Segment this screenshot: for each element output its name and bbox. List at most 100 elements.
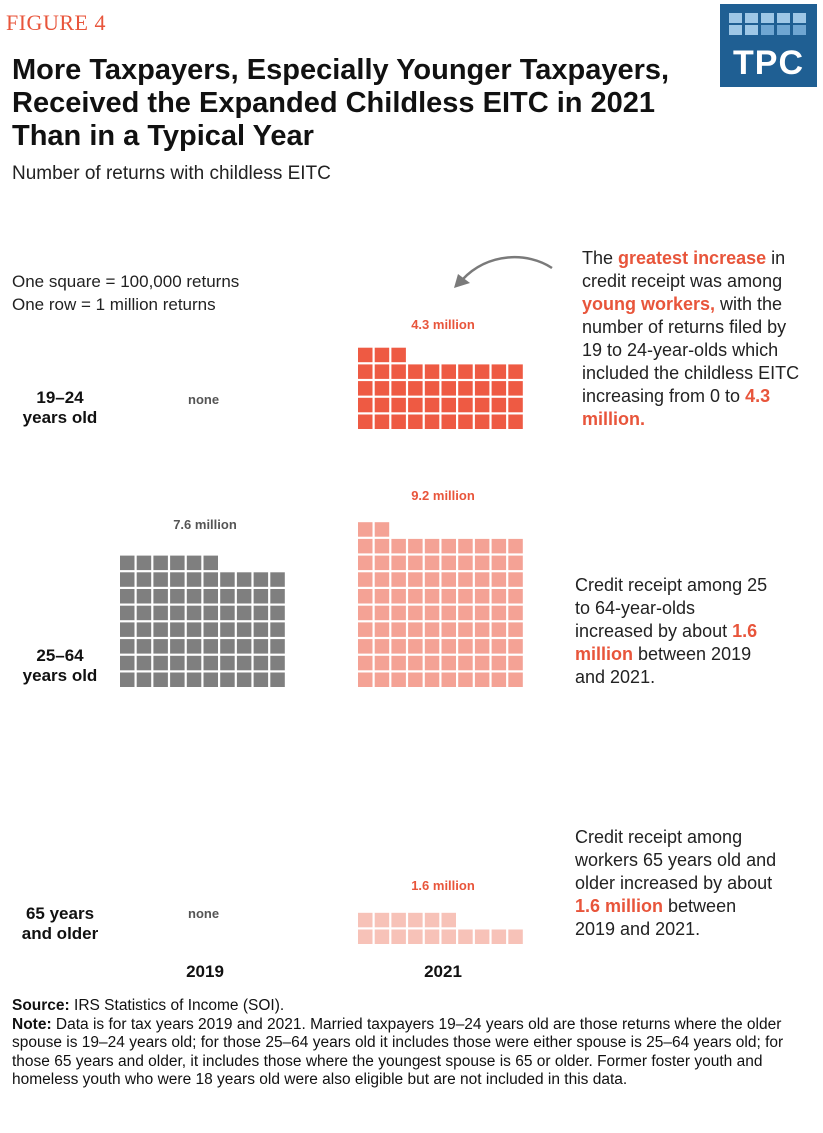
waffle-square <box>458 381 473 396</box>
waffle-square <box>391 414 406 429</box>
waffle-square <box>491 381 507 396</box>
waffle-square <box>424 655 440 671</box>
waffle-square <box>374 538 390 554</box>
waffle-square <box>441 672 456 687</box>
waffle-square <box>374 347 390 363</box>
logo-tile <box>793 13 806 23</box>
waffle-square <box>441 622 456 637</box>
waffle-square <box>270 655 285 671</box>
annotation-highlight: greatest increase <box>618 248 767 268</box>
waffle-square <box>491 414 507 429</box>
waffle-square <box>374 672 390 687</box>
waffle-square <box>441 414 456 429</box>
waffle-square <box>374 522 390 537</box>
annotation-text: between 2019 and 2021. <box>575 644 752 687</box>
waffle-square <box>458 639 473 654</box>
figure-label: FIGURE 4 <box>6 10 106 35</box>
logo-tile <box>745 13 758 23</box>
waffle-square <box>441 639 456 654</box>
waffle-square <box>253 572 269 587</box>
waffle-square <box>424 572 440 587</box>
waffle-square <box>424 672 440 687</box>
waffle-square <box>358 672 373 687</box>
annotation-highlight: 1.6 million <box>575 621 758 664</box>
waffle-square <box>491 538 507 554</box>
waffle-square <box>136 555 152 571</box>
waffle-square <box>424 381 440 396</box>
waffle-square <box>424 929 440 944</box>
waffle-square <box>491 397 507 413</box>
waffle-square <box>424 555 440 571</box>
waffle-square <box>508 572 523 587</box>
row-label-25-64-line2: years old <box>22 666 98 685</box>
waffle-square <box>391 347 406 363</box>
waffle-square <box>358 555 373 571</box>
waffle-square <box>358 572 373 587</box>
waffle-square <box>408 622 423 637</box>
waffle-square <box>203 672 218 687</box>
logo-tile <box>777 13 790 23</box>
waffle-square <box>474 622 490 637</box>
value-label-19-24-2019: none <box>188 392 220 407</box>
waffle-square <box>474 414 490 429</box>
waffle-square <box>441 929 456 944</box>
annotation-text: between 2019 and 2021. <box>575 896 737 939</box>
waffle-square <box>153 639 168 654</box>
waffle-square <box>186 555 202 571</box>
waffle-square <box>508 929 523 944</box>
waffle-square <box>424 589 440 604</box>
waffle-square <box>441 555 456 571</box>
waffle-square <box>374 414 390 429</box>
waffle-square <box>170 605 185 621</box>
annotation-highlight: young workers, <box>582 294 716 314</box>
waffle-square <box>220 589 235 604</box>
waffle-square <box>220 639 235 654</box>
waffle-square <box>203 655 218 671</box>
waffle-square <box>120 605 135 621</box>
waffle-square <box>458 929 473 944</box>
waffle-square <box>491 605 507 621</box>
waffle-square <box>186 639 202 654</box>
waffle-square <box>508 397 523 413</box>
waffle-square <box>508 538 523 554</box>
waffle-square <box>508 605 523 621</box>
waffle-square <box>458 572 473 587</box>
row-label-19-24-line2: years old <box>22 408 98 427</box>
waffle-square <box>153 622 168 637</box>
source-text: IRS Statistics of Income (SOI). <box>69 997 285 1014</box>
waffle-square <box>136 622 152 637</box>
waffle-square <box>136 655 152 671</box>
waffle-square <box>270 589 285 604</box>
waffle-square <box>391 572 406 587</box>
waffle-square <box>358 414 373 429</box>
waffle-square <box>408 572 423 587</box>
waffle-square <box>186 622 202 637</box>
waffle-square <box>120 555 135 571</box>
waffle-square <box>474 639 490 654</box>
waffle-square <box>391 397 406 413</box>
waffle-square <box>491 364 507 379</box>
waffle-square <box>474 672 490 687</box>
waffle-square <box>424 639 440 654</box>
waffle-square <box>391 381 406 396</box>
waffle-square <box>508 555 523 571</box>
waffle-square <box>474 605 490 621</box>
waffle-square <box>136 639 152 654</box>
waffle-square <box>458 605 473 621</box>
waffle-square <box>374 364 390 379</box>
waffle-square <box>508 622 523 637</box>
waffle-square <box>408 655 423 671</box>
waffle-square <box>186 605 202 621</box>
value-label-19-24-2021: 4.3 million <box>411 317 475 332</box>
waffle-square <box>391 655 406 671</box>
waffle-square <box>203 589 218 604</box>
waffle-square <box>474 929 490 944</box>
row-label-19-24-line1: 19–24 <box>36 388 84 407</box>
annotation-text: in credit receipt was among <box>582 248 786 291</box>
row-label-65-plus-line1: 65 years <box>25 904 95 923</box>
waffle-square <box>358 912 373 928</box>
waffle-square <box>391 929 406 944</box>
waffle-square <box>408 381 423 396</box>
waffle-square <box>408 397 423 413</box>
